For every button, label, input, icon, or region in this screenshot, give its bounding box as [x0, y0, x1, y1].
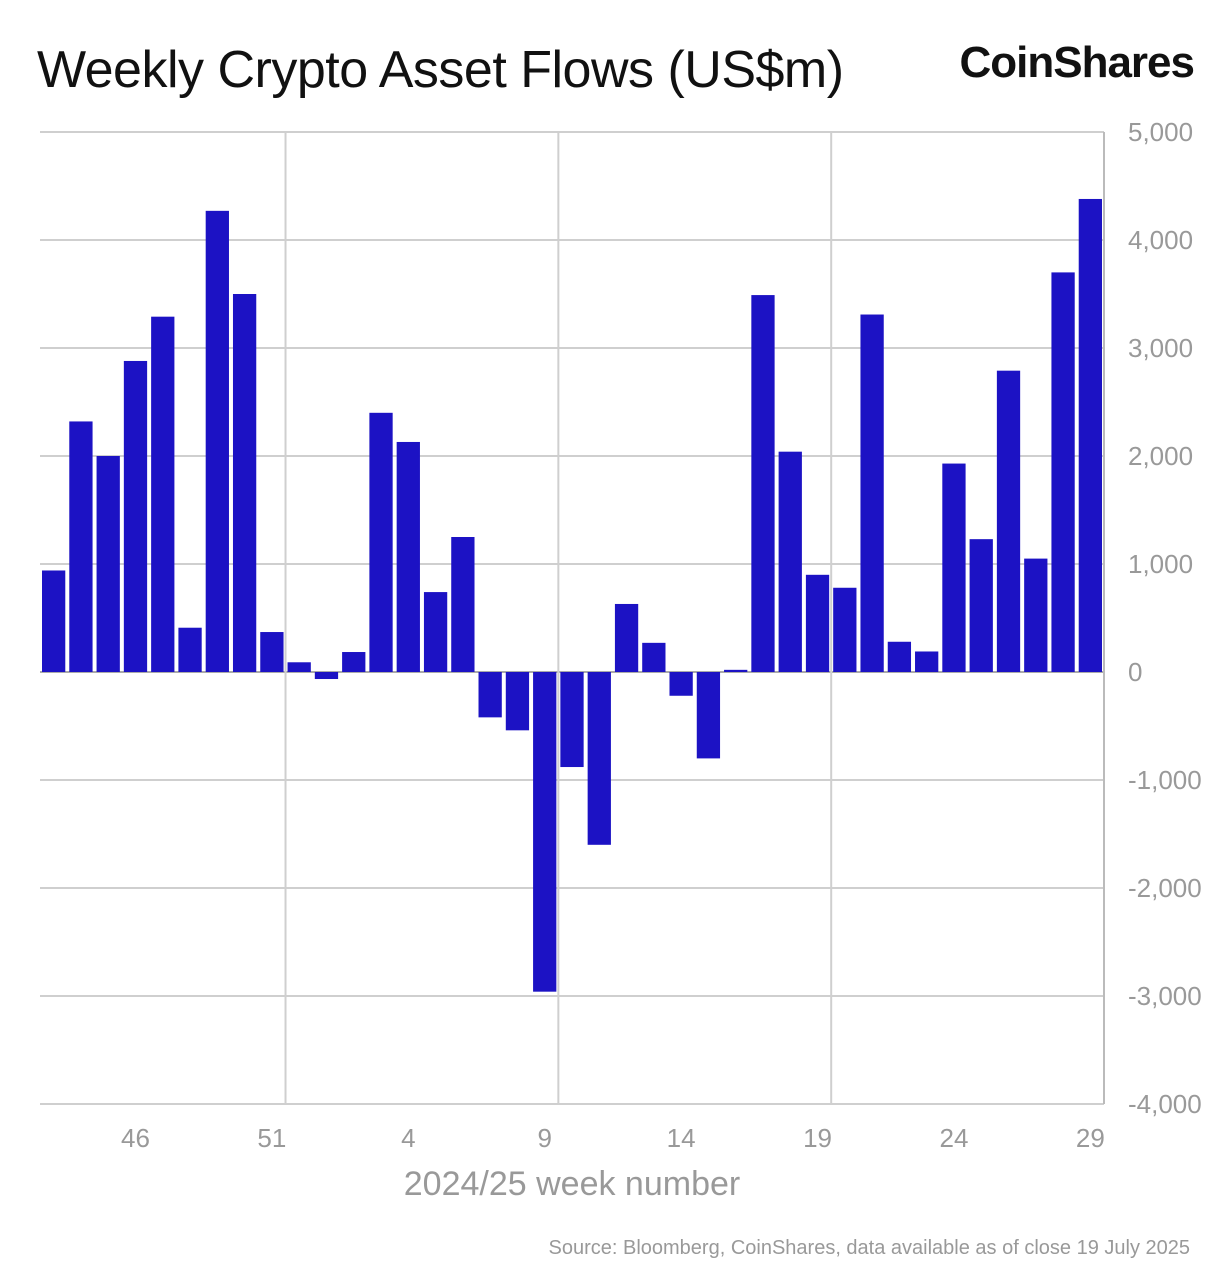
- y-tick-label: 2,000: [1128, 441, 1193, 471]
- bar-week-24: [942, 463, 966, 672]
- bar-week-26: [996, 370, 1021, 672]
- bar-week-12: [614, 603, 639, 672]
- y-tick-label: -3,000: [1128, 981, 1202, 1011]
- bar-week-48: [178, 627, 202, 672]
- bar-week-7: [478, 672, 502, 718]
- bar-week-2: [342, 652, 366, 672]
- bar-week-28: [1051, 272, 1075, 672]
- x-tick-label: 9: [537, 1123, 551, 1153]
- y-tick-label: -1,000: [1128, 765, 1202, 795]
- y-tick-label: -4,000: [1128, 1089, 1202, 1119]
- bar-week-52: [287, 662, 311, 672]
- bar-week-4: [396, 441, 420, 672]
- x-tick-label: 51: [257, 1123, 286, 1153]
- bar-week-51: [260, 632, 284, 672]
- y-tick-label: 4,000: [1128, 225, 1193, 255]
- x-tick-label: 4: [401, 1123, 415, 1153]
- y-tick-label: -2,000: [1128, 873, 1202, 903]
- bar-week-22: [887, 641, 912, 672]
- bar-week-27: [1024, 558, 1048, 672]
- x-tick-label: 14: [667, 1123, 696, 1153]
- x-tick-label: 29: [1076, 1123, 1105, 1153]
- bar-week-29: [1078, 198, 1102, 672]
- bar-week-25: [969, 539, 993, 672]
- bar-week-3: [369, 412, 393, 672]
- bar-week-20: [833, 587, 857, 672]
- bar-week-43: [42, 570, 66, 672]
- y-tick-label: 5,000: [1128, 117, 1193, 147]
- bar-week-16: [724, 669, 748, 672]
- bar-week-49: [205, 210, 229, 672]
- bar-week-46: [123, 360, 148, 672]
- bar-week-9: [533, 672, 557, 992]
- x-tick-label: 46: [121, 1123, 150, 1153]
- bar-week-21: [860, 314, 884, 672]
- bar-week-15: [696, 672, 721, 759]
- bar-week-23: [915, 651, 939, 672]
- bar-week-6: [451, 537, 475, 672]
- x-axis-label: 2024/25 week number: [404, 1165, 740, 1203]
- coinshares-logo: CoinShares: [959, 38, 1195, 87]
- bar-week-45: [96, 456, 120, 672]
- chart-title: Weekly Crypto Asset Flows (US$m): [37, 41, 844, 99]
- bar-week-47: [151, 316, 175, 672]
- y-tick-label: 0: [1128, 657, 1142, 687]
- bar-week-8: [505, 672, 530, 731]
- bar-week-14: [669, 672, 693, 696]
- bar-week-13: [642, 642, 666, 672]
- bar-week-18: [778, 451, 802, 672]
- x-tick-label: 19: [803, 1123, 832, 1153]
- bar-week-11: [587, 672, 611, 845]
- bar-week-5: [423, 592, 448, 672]
- y-tick-label: 1,000: [1128, 549, 1193, 579]
- bar-week-44: [69, 421, 93, 672]
- bar-week-10: [560, 672, 584, 768]
- source-note: Source: Bloomberg, CoinShares, data avai…: [548, 1237, 1191, 1259]
- bar-week-1: [314, 672, 339, 680]
- bar-week-19: [805, 574, 830, 672]
- bar-week-50: [232, 294, 257, 672]
- bar-week-17: [751, 295, 775, 672]
- y-tick-label: 3,000: [1128, 333, 1193, 363]
- x-tick-label: 24: [939, 1123, 968, 1153]
